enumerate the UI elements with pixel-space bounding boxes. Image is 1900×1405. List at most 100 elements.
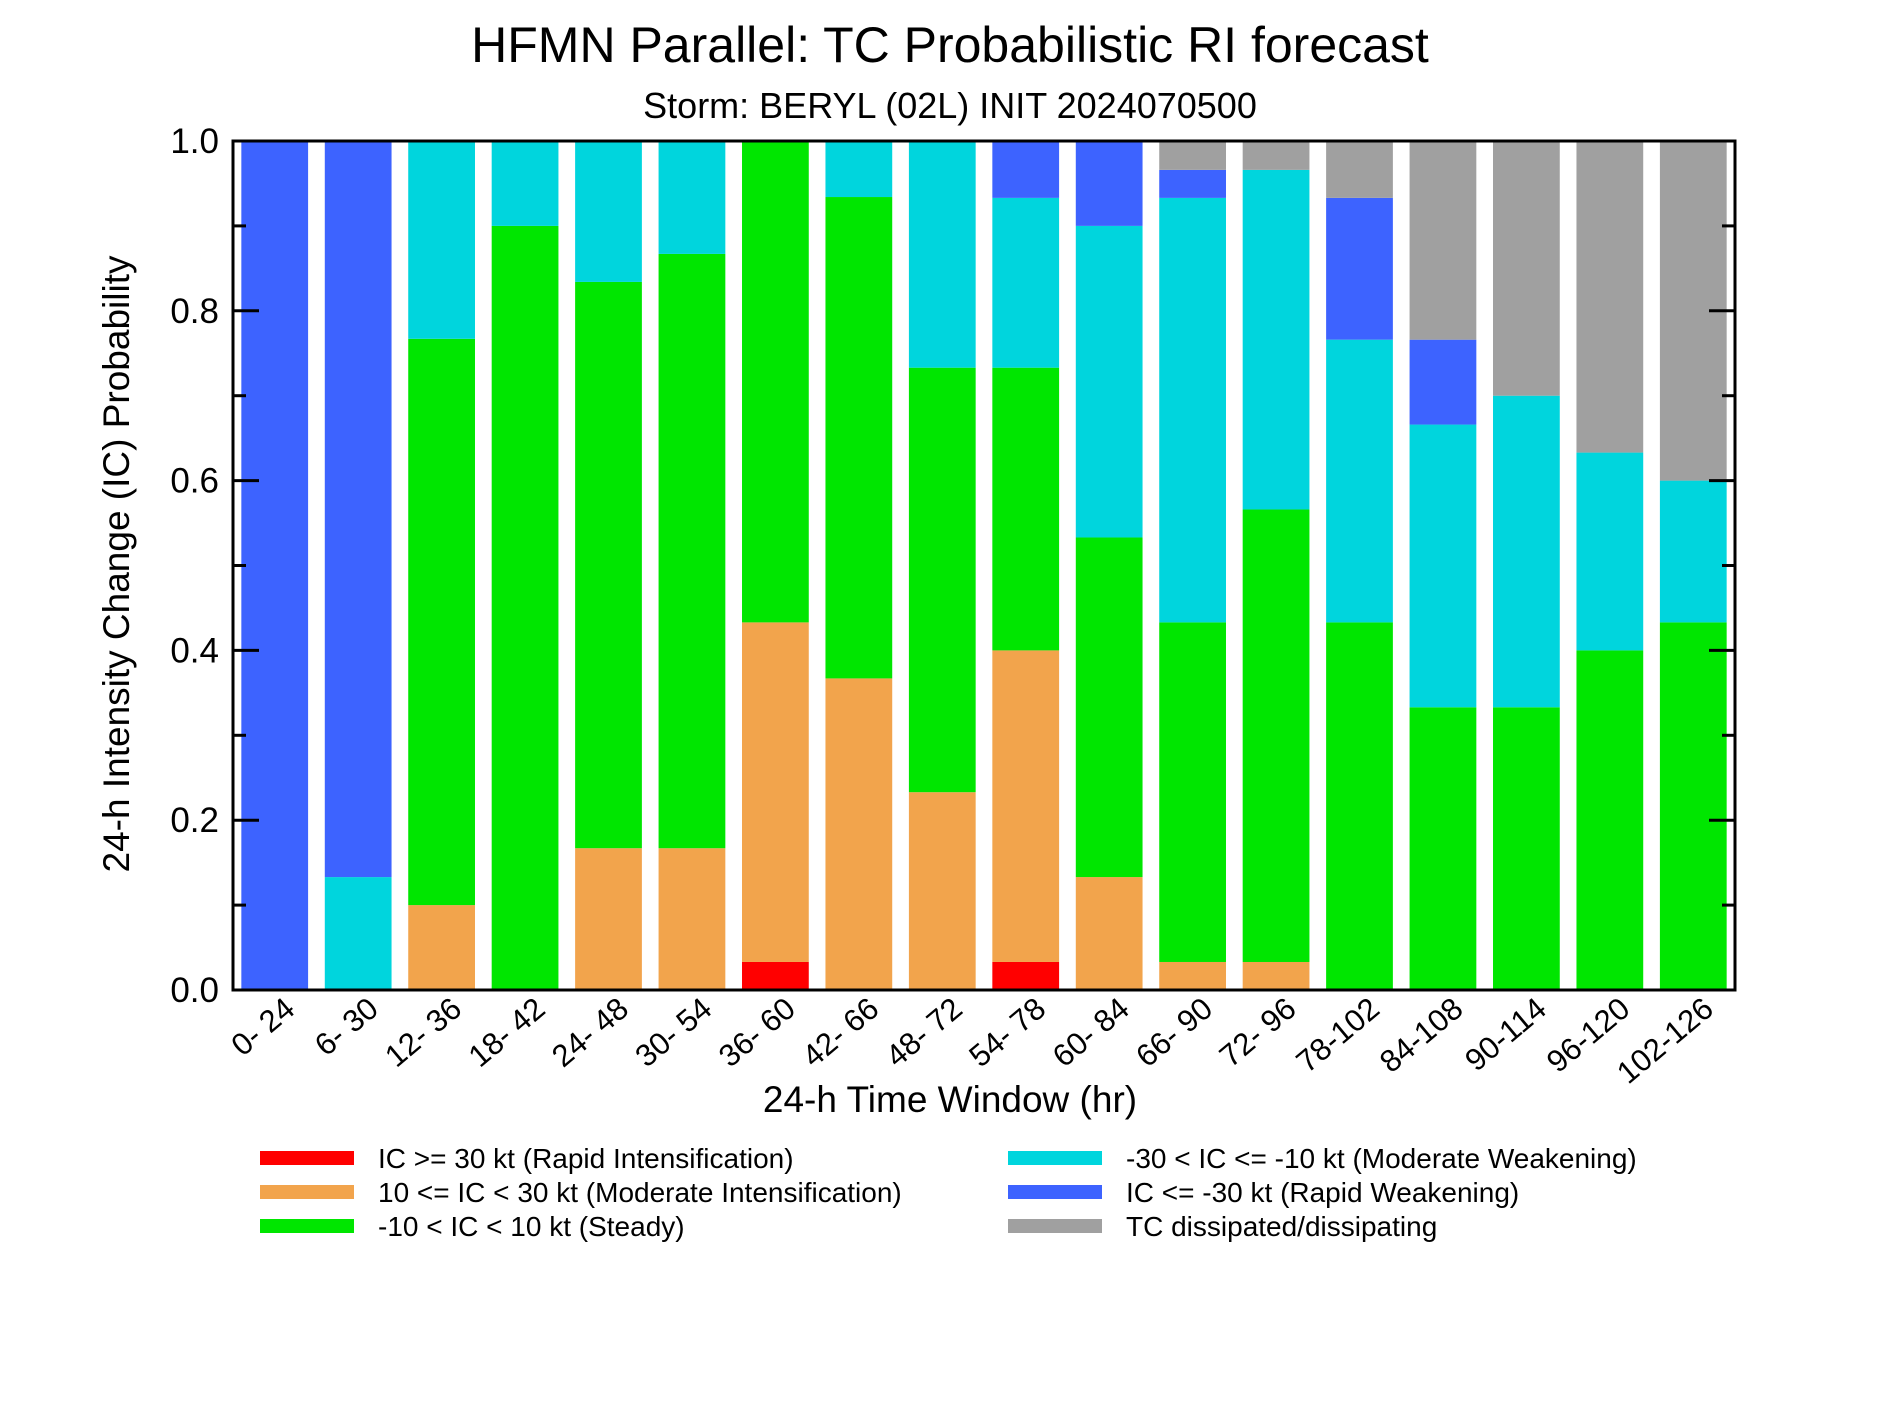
bar-segment <box>1576 141 1644 453</box>
bar-segment <box>575 140 642 282</box>
bar-segment <box>491 225 559 990</box>
x-tick-label: 18- 42 <box>462 991 552 1074</box>
x-tick-label: 48- 72 <box>879 991 969 1074</box>
bar-segment <box>825 678 893 990</box>
bar-segment <box>1159 622 1226 962</box>
bar-segment <box>575 281 642 849</box>
bar-segment <box>992 961 1060 990</box>
bar-segment <box>908 792 976 990</box>
legend: IC >= 30 kt (Rapid Intensification)10 <=… <box>260 1143 1637 1242</box>
bar-segment <box>1493 141 1560 396</box>
bar-segment <box>1409 424 1477 708</box>
bar-segment <box>1326 141 1393 198</box>
legend-swatch <box>260 1219 354 1233</box>
bar-segment <box>992 141 1060 198</box>
bar-segment <box>658 253 726 849</box>
bar-segment <box>1159 961 1226 990</box>
x-tick-label: 66- 90 <box>1129 991 1219 1074</box>
x-tick-label: 12- 36 <box>378 991 468 1074</box>
bar-segment <box>324 141 392 878</box>
x-tick-label: 54- 78 <box>962 991 1052 1074</box>
bar-segment <box>1493 707 1560 990</box>
bar-segment <box>742 141 809 623</box>
bar-segment <box>992 650 1060 962</box>
bar-segment <box>1493 395 1560 708</box>
x-tick-label: 60- 84 <box>1046 991 1136 1074</box>
y-tick-label: 0.6 <box>170 462 219 501</box>
bar-segment <box>324 877 392 990</box>
bar-segment <box>1659 480 1727 623</box>
bar-segment <box>658 848 726 990</box>
legend-label: TC dissipated/dissipating <box>1126 1211 1437 1242</box>
y-tick-label: 0.8 <box>170 292 219 331</box>
bar-segment <box>1159 169 1226 198</box>
bar-segment <box>1659 622 1727 990</box>
bar-segment <box>992 197 1060 368</box>
x-tick-label: 6- 30 <box>308 991 385 1063</box>
bar-segment <box>1242 141 1310 170</box>
bar-segment <box>1576 452 1644 651</box>
bar-segment <box>742 961 809 990</box>
legend-label: -30 < IC <= -10 kt (Moderate Weakening) <box>1126 1143 1637 1174</box>
bar-segment <box>742 622 809 962</box>
chart-title: HFMN Parallel: TC Probabilistic RI forec… <box>471 17 1429 73</box>
legend-label: -10 < IC < 10 kt (Steady) <box>378 1211 685 1242</box>
x-tick-label: 84-108 <box>1373 991 1469 1080</box>
bar-segment <box>1159 141 1226 170</box>
x-axis-label: 24-h Time Window (hr) <box>763 1079 1137 1120</box>
bar-segment <box>992 367 1060 651</box>
legend-label: IC >= 30 kt (Rapid Intensification) <box>378 1143 794 1174</box>
chart-subtitle: Storm: BERYL (02L) INIT 2024070500 <box>643 85 1257 126</box>
x-tick-label: 72- 96 <box>1213 991 1303 1074</box>
bar-segment <box>408 338 475 906</box>
bar-segment <box>1242 961 1310 990</box>
bar-segment <box>408 905 475 990</box>
bar-segment <box>825 197 893 679</box>
bar-segment <box>908 141 976 368</box>
y-axis-label: 24-h Intensity Change (IC) Probability <box>96 255 137 872</box>
legend-label: 10 <= IC < 30 kt (Moderate Intensificati… <box>378 1177 902 1208</box>
bar-segment <box>1326 339 1393 623</box>
legend-swatch <box>260 1185 354 1199</box>
bar-segment <box>1409 339 1477 425</box>
bar-segment <box>1409 141 1477 340</box>
legend-label: IC <= -30 kt (Rapid Weakening) <box>1126 1177 1519 1208</box>
x-tick-label: 30- 54 <box>629 991 719 1074</box>
y-tick-label: 1.0 <box>170 122 219 161</box>
bar-segment <box>1075 141 1143 226</box>
legend-swatch <box>1008 1185 1102 1199</box>
bar-segment <box>1326 622 1393 990</box>
bar-segment <box>1576 650 1644 990</box>
bar-segment <box>1242 169 1310 510</box>
bar-segment <box>908 367 976 793</box>
x-tick-label: 0- 24 <box>225 991 302 1063</box>
legend-swatch <box>260 1151 354 1165</box>
x-tick-label: 24- 48 <box>545 991 635 1074</box>
legend-swatch <box>1008 1219 1102 1233</box>
x-tick-label: 90-114 <box>1458 991 1553 1078</box>
bar-segment <box>575 848 642 990</box>
bar-segment <box>1159 197 1226 623</box>
bar-segment <box>825 140 893 198</box>
y-tick-label: 0.4 <box>170 631 219 670</box>
bar-segment <box>491 141 559 226</box>
bar-segment <box>1075 877 1143 990</box>
bar-segment <box>1075 537 1143 878</box>
y-tick-label: 0.0 <box>170 971 219 1010</box>
x-tick-label: 102-126 <box>1610 991 1720 1091</box>
bar-segment <box>408 141 475 339</box>
bar-segment <box>1409 707 1477 990</box>
bar-segment <box>1242 509 1310 962</box>
bar-segment <box>658 141 726 254</box>
y-tick-label: 0.2 <box>170 801 219 840</box>
x-tick-label: 42- 66 <box>795 991 885 1074</box>
x-tick-label: 36- 60 <box>712 991 802 1074</box>
legend-swatch <box>1008 1151 1102 1165</box>
bar-segment <box>1326 197 1393 340</box>
bar-segment <box>241 141 309 990</box>
bar-segment <box>1075 225 1143 538</box>
x-tick-label: 78-102 <box>1290 991 1386 1080</box>
